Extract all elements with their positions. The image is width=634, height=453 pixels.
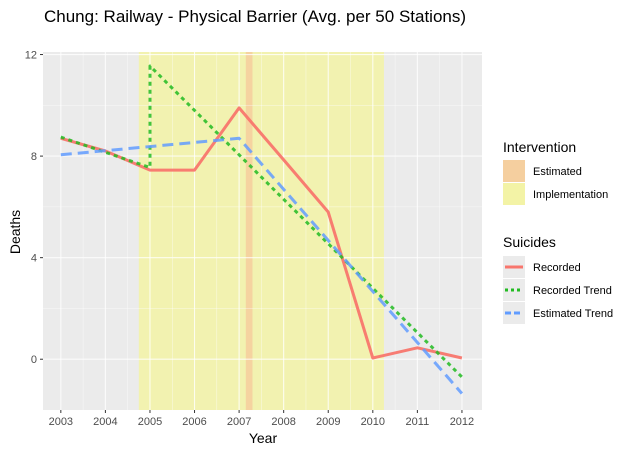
legend-label-estimated-trend: Estimated Trend [533,308,613,320]
x-axis-ticks: 2003 2004 2005 2006 2007 2008 2009 2010 2011 2012 [49,410,474,428]
chart-title: Chung: Railway - Physical Barrier (Avg. … [44,7,466,26]
y-tick-label: 4 [31,253,37,265]
x-tick-label: 2009 [316,416,340,428]
legend-suicides: Suicides Recorded Recorded Trend Estimat… [503,234,613,324]
x-tick-label: 2007 [227,416,251,428]
legend-swatch-implementation [503,183,525,205]
series-line-estimated-trend [60,136,464,395]
x-tick-label: 2003 [49,416,73,428]
x-tick-label: 2006 [182,416,206,428]
legend-label-recorded-trend: Recorded Trend [533,285,612,297]
legend-label-recorded: Recorded [533,262,581,274]
x-tick-label: 2004 [93,416,117,428]
grid-lines [43,52,482,410]
legend-label-estimated: Estimated [533,166,582,178]
band-estimated [245,52,253,410]
legend-intervention: Intervention Estimated Implementation [503,139,608,205]
legend-suicides-title: Suicides [503,234,556,250]
legend-swatch-estimated [503,160,525,182]
legend-label-implementation: Implementation [533,189,608,201]
y-axis-ticks: 0 4 8 12 [25,50,43,366]
series-lines [60,64,464,395]
legend-intervention-title: Intervention [503,139,576,155]
x-tick-label: 2011 [406,416,430,428]
x-tick-label: 2010 [361,416,385,428]
x-tick-label: 2005 [138,416,162,428]
y-tick-label: 8 [31,151,37,163]
series-line-recorded [60,106,463,360]
x-axis-label: Year [249,430,278,446]
x-tick-label: 2012 [450,416,474,428]
y-axis-label: Deaths [7,210,23,254]
x-tick-label: 2008 [271,416,295,428]
y-tick-label: 0 [31,354,37,366]
y-tick-label: 12 [25,50,37,62]
